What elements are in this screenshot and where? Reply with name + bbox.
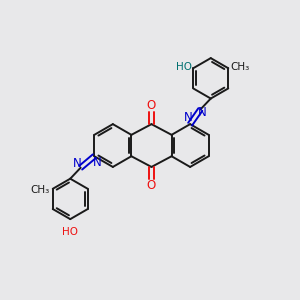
Text: N: N xyxy=(198,106,207,119)
Text: N: N xyxy=(73,157,82,170)
Text: O: O xyxy=(147,179,156,193)
Text: N: N xyxy=(184,111,193,124)
Text: HO: HO xyxy=(176,62,192,72)
Text: HO: HO xyxy=(62,226,78,237)
Text: CH₃: CH₃ xyxy=(31,185,50,195)
Text: CH₃: CH₃ xyxy=(231,62,250,72)
Text: O: O xyxy=(147,99,156,112)
Text: N: N xyxy=(93,156,102,169)
